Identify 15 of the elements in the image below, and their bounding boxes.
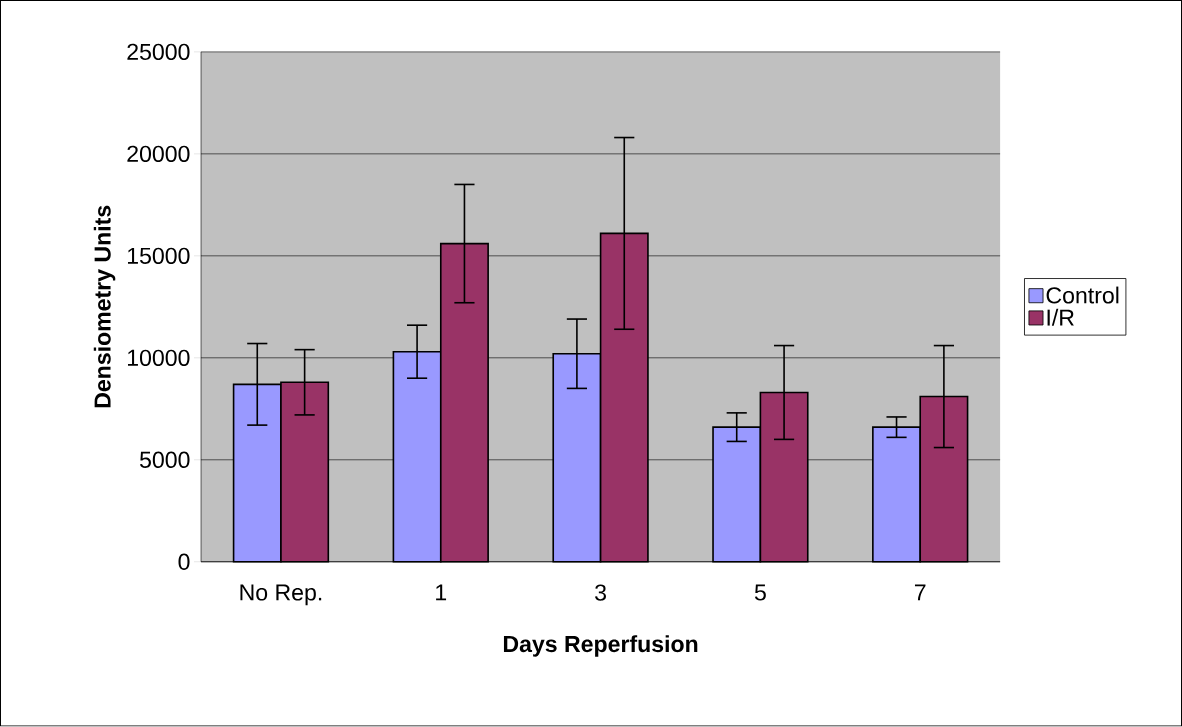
x-tick-label: 7 <box>914 584 926 601</box>
x-tick-label: No Rep. <box>240 584 322 606</box>
x-tick-label: 1 <box>436 584 447 601</box>
legend-label: Control <box>1046 286 1119 304</box>
y-axis-title: Densiometry Units <box>93 206 116 408</box>
y-tick-label: 25000 <box>127 43 190 61</box>
x-tick-label: 3 <box>595 584 606 602</box>
x-axis-title: Days Reperfusion <box>503 635 698 657</box>
y-tick-label: 5000 <box>140 451 190 469</box>
x-tick-label: 5 <box>754 584 766 601</box>
y-tick-label: 15000 <box>127 247 190 265</box>
legend-label: I/R <box>1047 309 1074 327</box>
y-tick-label: 10000 <box>127 349 190 367</box>
y-tick-label: 0 <box>178 553 190 571</box>
y-tick-label: 20000 <box>127 145 190 163</box>
